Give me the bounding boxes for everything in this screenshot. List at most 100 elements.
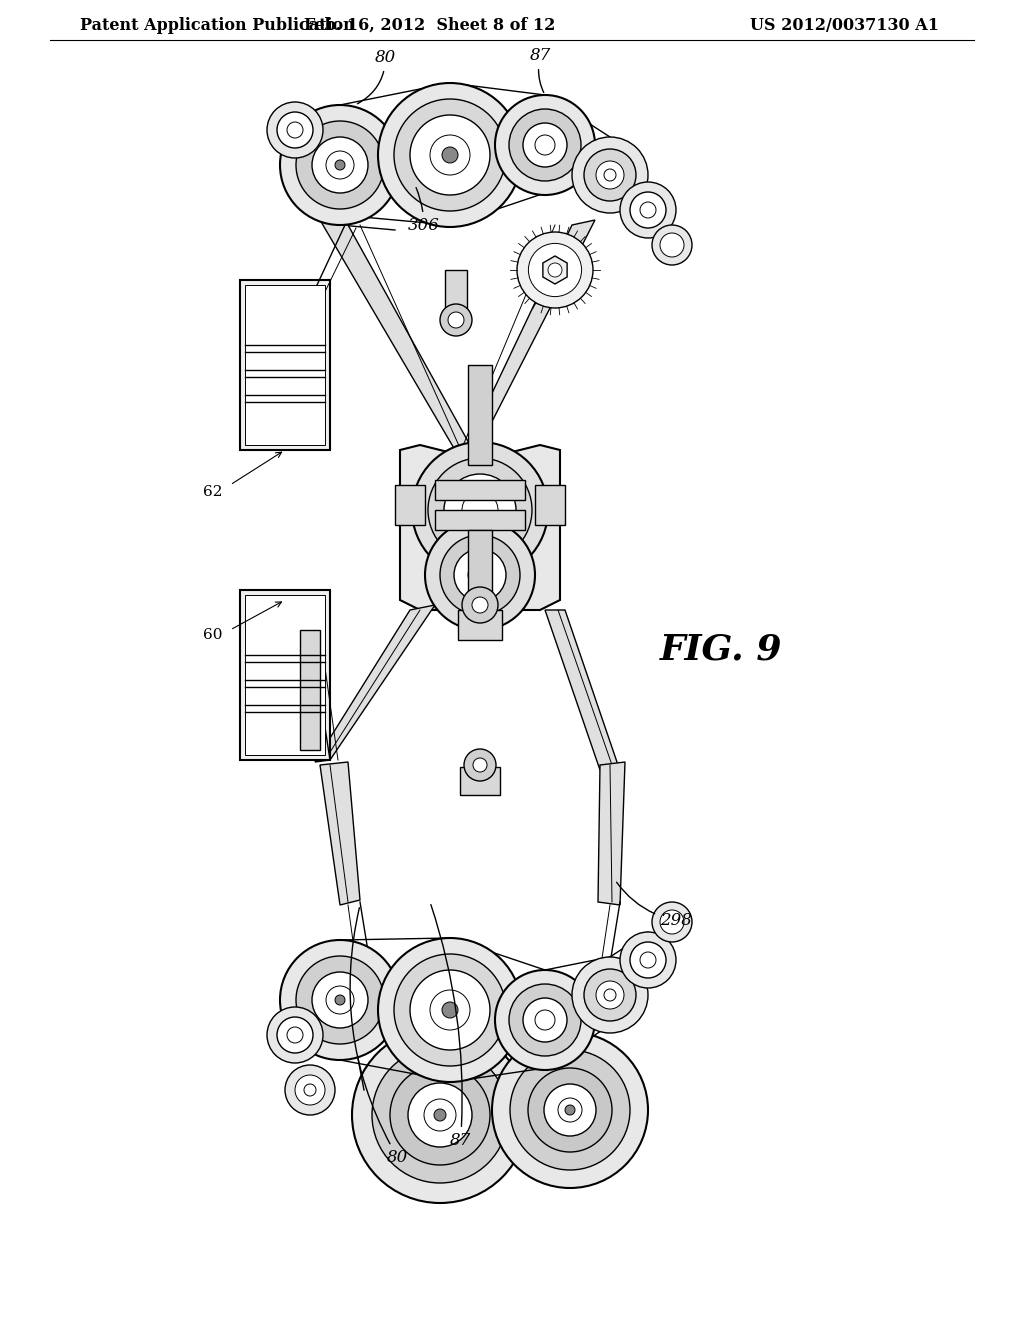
Polygon shape	[319, 762, 360, 906]
Circle shape	[584, 149, 636, 201]
Circle shape	[523, 998, 567, 1041]
Circle shape	[287, 121, 303, 139]
Text: Feb. 16, 2012  Sheet 8 of 12: Feb. 16, 2012 Sheet 8 of 12	[304, 16, 556, 33]
Text: 298: 298	[616, 882, 692, 929]
Circle shape	[464, 748, 496, 781]
Polygon shape	[319, 220, 470, 450]
Text: 80: 80	[357, 49, 396, 104]
Circle shape	[378, 83, 522, 227]
Circle shape	[296, 956, 384, 1044]
Circle shape	[434, 1109, 446, 1121]
Circle shape	[285, 1065, 335, 1115]
Circle shape	[652, 902, 692, 942]
Circle shape	[472, 597, 488, 612]
Bar	[245, 595, 325, 755]
Bar	[300, 630, 319, 750]
Text: 80: 80	[350, 908, 409, 1166]
Circle shape	[408, 1082, 472, 1147]
Text: 306: 306	[408, 187, 440, 234]
Circle shape	[509, 110, 581, 181]
Circle shape	[267, 102, 323, 158]
Circle shape	[544, 1084, 596, 1137]
Circle shape	[326, 150, 354, 180]
Circle shape	[378, 939, 522, 1082]
Circle shape	[326, 986, 354, 1014]
Text: FIG. 9: FIG. 9	[660, 634, 782, 667]
Circle shape	[473, 758, 487, 772]
Circle shape	[425, 520, 535, 630]
Circle shape	[558, 1098, 582, 1122]
Circle shape	[267, 1007, 323, 1063]
Circle shape	[410, 970, 490, 1049]
Circle shape	[535, 135, 555, 154]
Circle shape	[394, 954, 506, 1067]
Circle shape	[312, 137, 368, 193]
Text: US 2012/0037130 A1: US 2012/0037130 A1	[750, 16, 939, 33]
Bar	[300, 300, 319, 420]
Circle shape	[442, 147, 458, 162]
Circle shape	[287, 1027, 303, 1043]
Circle shape	[428, 458, 532, 562]
Circle shape	[468, 564, 492, 587]
Circle shape	[278, 112, 313, 148]
Circle shape	[304, 1084, 316, 1096]
Bar	[435, 480, 525, 500]
Circle shape	[454, 549, 506, 601]
Circle shape	[412, 442, 548, 578]
Circle shape	[449, 312, 464, 327]
Circle shape	[296, 121, 384, 209]
Circle shape	[278, 1016, 313, 1053]
Bar	[468, 366, 492, 465]
Circle shape	[312, 972, 368, 1028]
Circle shape	[509, 983, 581, 1056]
Circle shape	[495, 970, 595, 1071]
Circle shape	[280, 106, 400, 224]
Bar	[395, 484, 425, 525]
Circle shape	[660, 234, 684, 257]
Bar	[458, 610, 502, 640]
Polygon shape	[400, 445, 560, 610]
Circle shape	[295, 1074, 325, 1105]
Circle shape	[584, 969, 636, 1020]
Circle shape	[535, 1010, 555, 1030]
Circle shape	[528, 1068, 612, 1152]
Circle shape	[352, 1027, 528, 1203]
Text: 87: 87	[530, 48, 551, 92]
Text: 87: 87	[431, 904, 471, 1148]
Circle shape	[596, 161, 624, 189]
Circle shape	[565, 1105, 575, 1115]
Circle shape	[280, 940, 400, 1060]
Bar	[245, 285, 325, 445]
Bar	[240, 280, 330, 450]
Circle shape	[620, 182, 676, 238]
Circle shape	[372, 1047, 508, 1183]
Circle shape	[510, 1049, 630, 1170]
Circle shape	[548, 263, 562, 277]
Circle shape	[660, 909, 684, 935]
Circle shape	[430, 990, 470, 1030]
Polygon shape	[545, 610, 618, 770]
Circle shape	[523, 123, 567, 168]
Circle shape	[410, 115, 490, 195]
Circle shape	[652, 224, 692, 265]
Circle shape	[572, 137, 648, 213]
Circle shape	[335, 995, 345, 1005]
Bar	[460, 767, 500, 795]
Bar	[445, 271, 467, 319]
Bar	[435, 510, 525, 531]
Circle shape	[528, 243, 582, 297]
Circle shape	[430, 135, 470, 176]
Bar	[535, 484, 565, 525]
Circle shape	[440, 304, 472, 337]
Circle shape	[604, 989, 616, 1001]
Circle shape	[424, 1100, 456, 1131]
Circle shape	[492, 1032, 648, 1188]
Polygon shape	[465, 220, 595, 450]
Circle shape	[394, 99, 506, 211]
Circle shape	[596, 981, 624, 1008]
Circle shape	[572, 957, 648, 1034]
Circle shape	[495, 95, 595, 195]
Text: 60: 60	[203, 628, 222, 642]
Polygon shape	[598, 762, 625, 906]
Text: 62: 62	[203, 484, 222, 499]
